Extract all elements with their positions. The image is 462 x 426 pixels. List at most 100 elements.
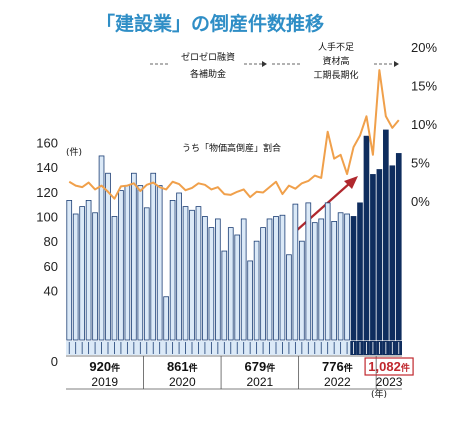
right-axis-ticks: 20% 15% 10% 5% 0% (411, 40, 437, 209)
bar (383, 129, 389, 341)
bar (189, 209, 195, 341)
bar (344, 213, 350, 341)
bar (98, 155, 105, 341)
left-tick-label: 160 (36, 135, 58, 150)
left-tick-label: 100 (36, 210, 58, 225)
left-tick-label: 60 (44, 259, 58, 274)
left-axis-ticks: 160 140 120 100 80 60 40 0 (36, 135, 58, 369)
bar (299, 240, 305, 341)
bar (105, 172, 111, 341)
left-axis-unit: (件) (66, 146, 82, 158)
year-total-highlight-box (364, 357, 414, 376)
right-tick-label: 15% (411, 79, 437, 94)
bars-layer (66, 129, 402, 341)
bar (195, 206, 202, 341)
bar (169, 200, 176, 341)
bar (163, 296, 169, 341)
annotation-labor-shortage-line1: 人手不足 (318, 41, 354, 53)
year-total: 776件 (322, 359, 353, 374)
bar (79, 206, 85, 341)
bar (240, 218, 247, 341)
bar (85, 200, 92, 341)
bar (389, 165, 396, 341)
year-label: 2019 (91, 375, 118, 389)
right-tick-label: 10% (411, 117, 437, 132)
bar (363, 135, 370, 341)
bar (331, 221, 337, 341)
trend-arrow (295, 176, 358, 232)
bar (72, 213, 79, 341)
bar (143, 207, 150, 341)
bar (124, 185, 131, 341)
annotation-labor-shortage: 人手不足 資材高 工期長期化 (272, 41, 399, 81)
bar (156, 185, 163, 341)
bar (92, 212, 98, 341)
annotation-arrow2-head (394, 61, 399, 67)
chart-title: 「建設業」の倒産件数推移 (96, 12, 324, 35)
bar (266, 218, 273, 341)
bar (247, 260, 253, 341)
left-tick-label: 140 (36, 160, 58, 175)
year-total: 861件 (167, 359, 198, 374)
bar (208, 227, 215, 341)
left-tick-label: 0 (51, 354, 58, 369)
line-series-label: うち「物価高倒産」割合 (182, 142, 281, 154)
bar (118, 190, 124, 341)
bar (176, 192, 182, 341)
right-tick-label: 0% (411, 194, 430, 209)
strip-background (66, 341, 402, 355)
bar (311, 222, 318, 341)
bar (202, 216, 208, 341)
trend-arrow-head (344, 176, 358, 189)
bar (137, 185, 144, 341)
bar (337, 212, 344, 341)
left-tick-label: 120 (36, 185, 58, 200)
bar (292, 203, 299, 341)
bar (227, 227, 234, 341)
year-total: 679件 (244, 359, 275, 374)
bar (234, 234, 241, 341)
bar (279, 214, 286, 341)
annotation-zero-zero-loan-line2: 各補助金 (190, 68, 226, 80)
year-label: 2023 (376, 375, 403, 389)
bar (150, 172, 157, 341)
annotation-arrow-head (262, 61, 267, 67)
bar (260, 227, 266, 341)
year-label: 2020 (169, 375, 196, 389)
bar (66, 200, 73, 341)
right-tick-label: 20% (411, 40, 437, 55)
bar (395, 153, 402, 341)
year-total: 920件 (89, 359, 120, 374)
year-total: 1,082件 (368, 359, 410, 374)
bar (324, 202, 331, 341)
year-label: 2022 (324, 375, 351, 389)
trend-arrow-line (295, 182, 351, 232)
bar (182, 206, 189, 341)
line-layer (68, 69, 400, 200)
annotation-zero-zero-loan-line1: ゼロゼロ融資 (181, 51, 235, 63)
left-tick-label: 80 (44, 234, 58, 249)
bar (273, 216, 279, 341)
ratio-line (68, 69, 400, 200)
bar (111, 216, 118, 341)
bar (370, 174, 376, 341)
bar (221, 250, 228, 341)
annotation-zero-zero-loan: ゼロゼロ融資 各補助金 (150, 51, 267, 80)
annotation-labor-shortage-line3: 工期長期化 (313, 69, 358, 81)
bar (253, 240, 260, 341)
annotation-labor-shortage-line2: 資材高 (322, 55, 349, 67)
bar (305, 202, 312, 341)
bar (215, 218, 221, 341)
bar (131, 172, 137, 341)
year-label: 2021 (246, 375, 273, 389)
bar (318, 218, 325, 341)
bar (357, 202, 363, 341)
left-tick-label: 40 (44, 284, 58, 299)
hatch-strip (66, 341, 402, 355)
bar (286, 254, 292, 341)
bar (350, 216, 357, 341)
year-unit: (年) (371, 388, 387, 400)
right-tick-label: 5% (411, 156, 430, 171)
